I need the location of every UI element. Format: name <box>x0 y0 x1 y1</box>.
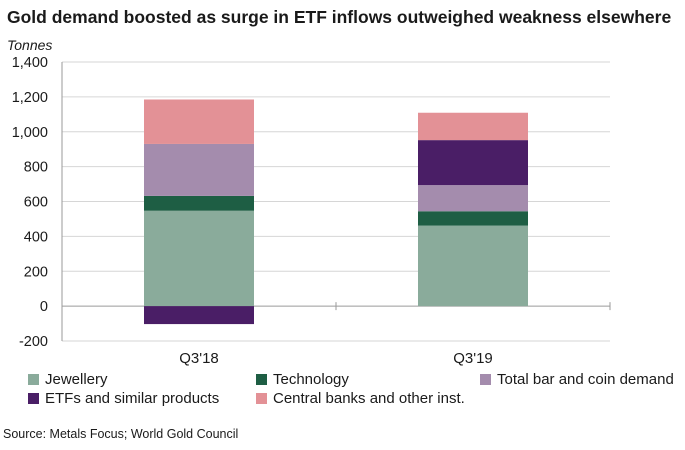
legend-label: Central banks and other inst. <box>273 390 465 407</box>
y-tick-label: 200 <box>24 264 48 280</box>
bar-segment-etfs-and-similar-products-1 <box>418 140 528 186</box>
legend-swatch <box>28 393 39 404</box>
legend-swatch <box>256 393 267 404</box>
legend-swatch <box>480 374 491 385</box>
legend-label: Total bar and coin demand <box>497 371 674 388</box>
bar-segment-total-bar-and-coin-demand-0 <box>144 143 254 196</box>
y-tick-label: 400 <box>24 229 48 245</box>
bar-segment-technology-1 <box>418 211 528 226</box>
chart-title: Gold demand boosted as surge in ETF infl… <box>7 7 672 27</box>
source-note: Source: Metals Focus; World Gold Council <box>3 427 239 441</box>
bar-segment-central-banks-and-other-inst--0 <box>144 99 254 144</box>
bar-segment-technology-0 <box>144 195 254 211</box>
y-tick-label: 800 <box>24 160 48 176</box>
y-axis-unit: Tonnes <box>7 37 53 53</box>
legend-item: Jewellery <box>28 371 108 388</box>
y-tick-label: 0 <box>40 299 48 315</box>
y-tick-label: 1,200 <box>12 90 48 106</box>
x-category-label: Q3'19 <box>453 350 493 367</box>
legend-item: ETFs and similar products <box>28 390 219 407</box>
legend-label: Jewellery <box>45 371 108 388</box>
legend-item: Technology <box>256 371 349 388</box>
y-tick-label: -200 <box>19 334 48 350</box>
bar-segment-total-bar-and-coin-demand-1 <box>418 185 528 212</box>
y-tick-label: 1,400 <box>12 55 48 71</box>
legend-item: Central banks and other inst. <box>256 390 465 407</box>
legend-label: Technology <box>273 371 349 388</box>
bar-segment-jewellery-0 <box>144 210 254 307</box>
bar-segment-jewellery-1 <box>418 225 528 307</box>
legend-swatch <box>256 374 267 385</box>
y-tick-label: 600 <box>24 195 48 211</box>
bar-segment-central-banks-and-other-inst--1 <box>418 112 528 141</box>
bar-segment-etfs-and-similar-products-0 <box>144 306 254 325</box>
x-category-label: Q3'18 <box>179 350 219 367</box>
legend-item: Total bar and coin demand <box>480 371 674 388</box>
legend-label: ETFs and similar products <box>45 390 220 407</box>
y-tick-label: 1,000 <box>12 125 48 141</box>
legend-swatch <box>28 374 39 385</box>
